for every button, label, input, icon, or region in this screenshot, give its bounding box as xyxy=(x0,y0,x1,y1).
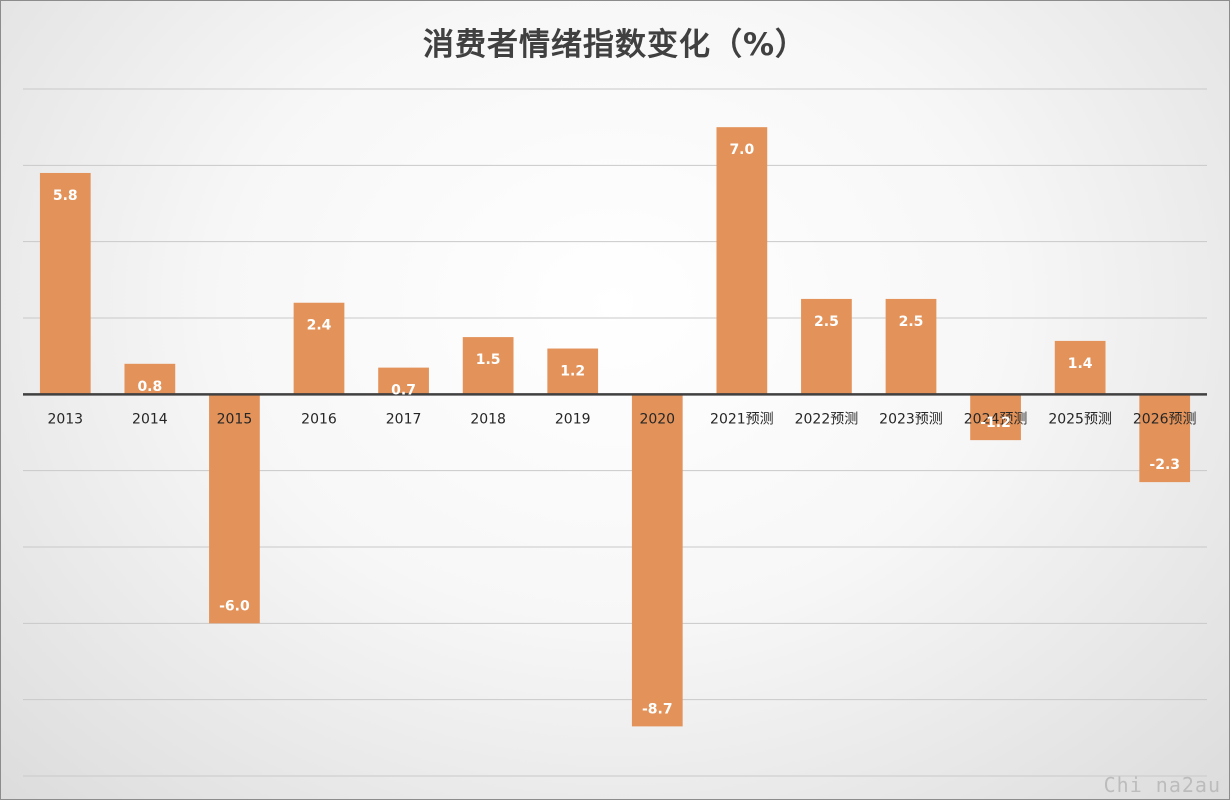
category-label: 2020 xyxy=(639,411,675,427)
category-label: 2024预测 xyxy=(964,411,1028,427)
bar-2018 xyxy=(462,337,514,395)
data-label: 0.7 xyxy=(391,383,416,399)
category-label: 2021预测 xyxy=(710,411,774,427)
bar-2026预测 xyxy=(1139,394,1191,483)
watermark: Chi na2au xyxy=(1103,773,1221,797)
bar-2025预测 xyxy=(1054,340,1106,395)
bar-2024预测 xyxy=(970,394,1021,441)
data-label: 1.2 xyxy=(560,364,585,380)
bar-2023预测 xyxy=(885,298,937,395)
bar-2014 xyxy=(124,363,176,395)
bar-2013 xyxy=(39,172,91,395)
data-label: -8.7 xyxy=(642,701,673,717)
data-label: -1.2 xyxy=(980,415,1011,431)
category-label: 2014 xyxy=(132,411,168,427)
data-label: -6.0 xyxy=(219,598,250,614)
bar-2021预测 xyxy=(716,127,768,395)
data-label: 2.5 xyxy=(814,314,839,330)
bar-2022预测 xyxy=(801,298,852,395)
category-label: 2019 xyxy=(555,411,591,427)
data-label: 5.8 xyxy=(53,188,78,204)
category-label: 2015 xyxy=(217,411,253,427)
category-labels: 2013 2014 2015 2016 2017 2018 2019 2020 2021预测 20… xyxy=(47,411,1196,427)
data-label: 2.4 xyxy=(307,318,332,334)
bars xyxy=(39,127,1191,727)
data-labels: 5.8 0.8 -6.0 2.4 0.7 1.5 1.2 -8.7 7.0 2.5 2.5 -1.2 1… xyxy=(53,142,1180,717)
category-label: 2013 xyxy=(47,411,83,427)
data-label: -2.3 xyxy=(1149,457,1180,473)
category-label: 2025预测 xyxy=(1048,411,1112,427)
category-label: 2026预测 xyxy=(1133,411,1197,427)
data-label: 2.5 xyxy=(899,314,924,330)
bar-2020 xyxy=(631,394,683,727)
bar-2017 xyxy=(378,367,429,395)
chart-title: 消费者情绪指数变化（%） xyxy=(422,27,808,63)
bar-2019 xyxy=(547,348,599,395)
gridlines xyxy=(23,88,1207,777)
category-label: 2018 xyxy=(470,411,506,427)
data-label: 1.5 xyxy=(476,352,501,368)
bar-2016 xyxy=(293,302,345,395)
category-label: 2023预测 xyxy=(879,411,943,427)
bar-2015 xyxy=(209,394,260,624)
category-label: 2017 xyxy=(386,411,422,427)
category-label: 2016 xyxy=(301,411,337,427)
data-label: 1.4 xyxy=(1068,356,1093,372)
data-label: 7.0 xyxy=(729,142,754,158)
data-label: 0.8 xyxy=(137,379,162,395)
category-label: 2022预测 xyxy=(795,411,859,427)
